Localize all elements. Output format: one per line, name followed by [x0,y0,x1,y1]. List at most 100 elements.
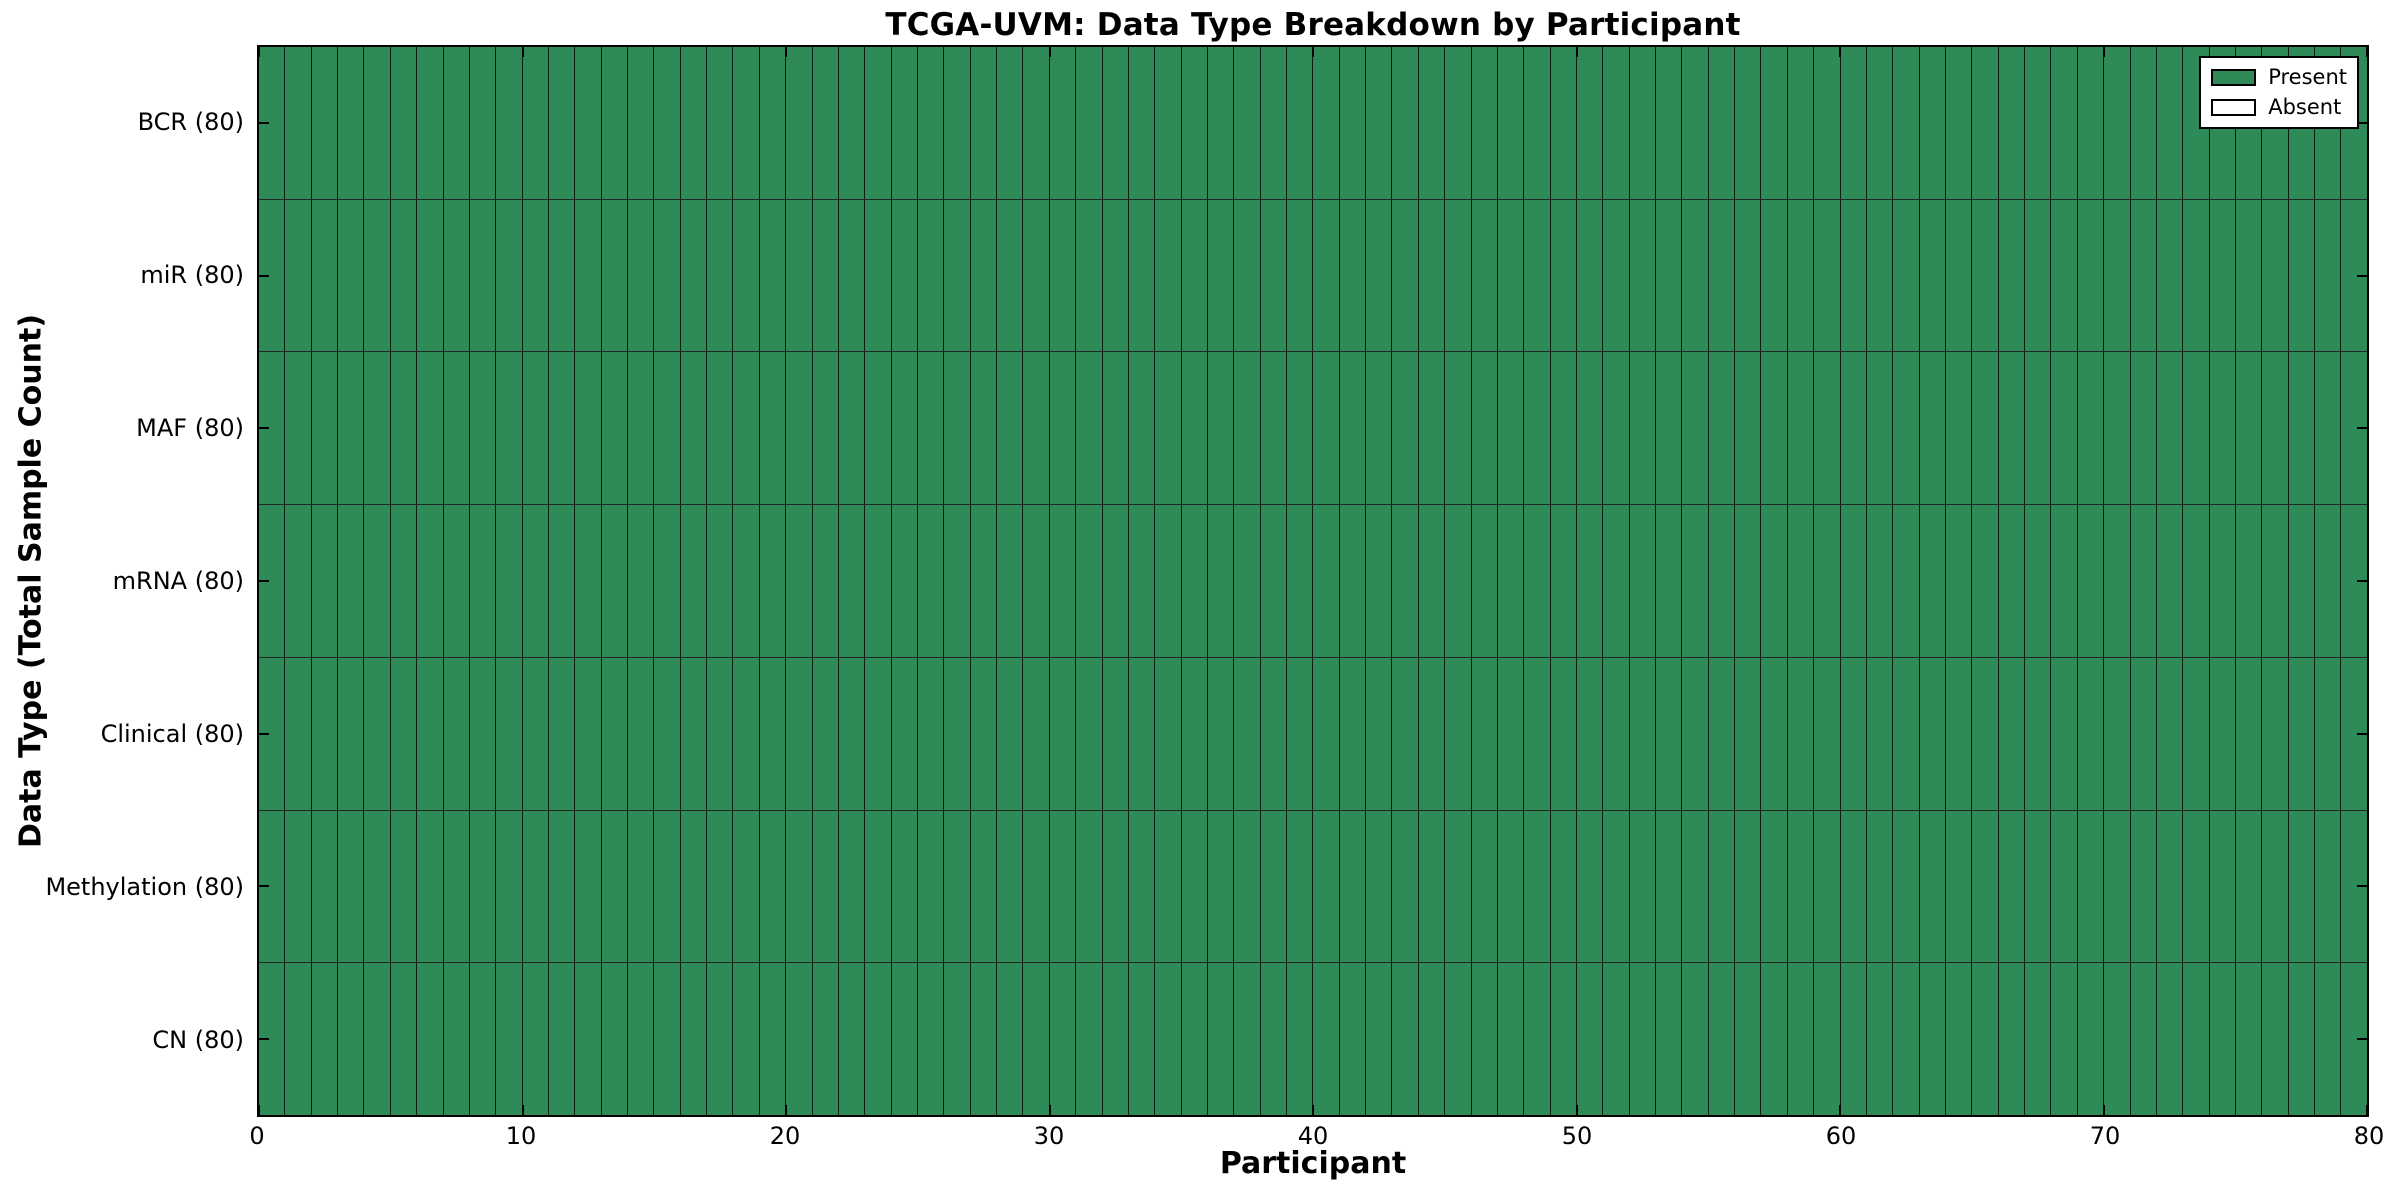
cell-present [1287,352,1314,505]
cell-present [2288,352,2316,505]
cell-present [2262,352,2289,505]
cell-present [1023,810,1050,963]
cell-present [1207,963,1235,1116]
cell-present [1497,352,1525,505]
cell-present [1471,352,1498,505]
cell-present [1708,810,1736,963]
cell-present [2315,657,2342,810]
cell-present [1814,963,1841,1116]
cell-present [496,657,523,810]
cell-present [1787,47,1815,199]
cell-present [997,47,1024,199]
cell-present [2209,963,2236,1116]
cell-present [1313,47,1340,199]
cell-present [548,810,576,963]
cell-present [1524,810,1551,963]
cell-present [469,657,497,810]
cell-present [311,47,339,199]
cell-present [970,47,998,199]
y-tick-right [2357,274,2367,277]
cell-present [680,810,708,963]
cell-present [1313,505,1340,657]
cell-present [2104,199,2131,352]
cell-present [2104,657,2131,810]
cell-present [917,47,945,199]
cell-present [2104,352,2131,505]
cell-present [1155,505,1182,657]
cell-present [891,810,918,963]
cell-present [1445,505,1472,657]
cell-present [786,657,813,810]
cell-present [1946,352,1973,505]
cell-present [1445,963,1472,1116]
cell-present [1076,810,1103,963]
cell-present [2104,810,2131,963]
cell-present [2077,505,2105,657]
cell-present [1497,963,1525,1116]
cell-present [707,352,734,505]
cell-present [1656,47,1683,199]
cell-present [1919,505,1946,657]
cell-present [417,810,444,963]
cell-present [759,963,787,1116]
cell-present [2025,47,2052,199]
legend-label-present: Present [2268,65,2347,89]
cell-present [1814,352,1841,505]
cell-present [1155,47,1182,199]
cell-present [1787,657,1815,810]
cell-present [2156,810,2184,963]
cell-present [1418,963,1446,1116]
cell-present [1128,963,1156,1116]
cell-present [1181,352,1208,505]
cell-present [1998,352,2026,505]
cell-present [1207,810,1235,963]
cell-present [1682,47,1709,199]
cell-present [469,810,497,963]
cell-present [311,963,339,1116]
cell-present [390,199,418,352]
cell-present [1260,505,1288,657]
x-axis-label: Participant [1219,1146,1407,1181]
cell-present [1893,505,1920,657]
cell-present [1128,47,1156,199]
cell-present [1972,963,1999,1116]
x-tick-label: 80 [2353,1122,2385,1150]
x-tick-top [1575,47,1578,57]
cell-present [548,352,576,505]
cell-present [285,47,312,199]
cell-present [944,505,971,657]
cell-present [1787,963,1815,1116]
cell-present [1155,199,1182,352]
cell-present [575,47,602,199]
cell-present [1339,505,1367,657]
cell-present [1445,47,1472,199]
x-tick-top [1312,47,1314,57]
cell-present [1682,657,1709,810]
cell-present [1076,199,1103,352]
x-tick-bottom [258,1105,260,1115]
cell-present [1102,657,1129,810]
cell-present [575,199,602,352]
cell-present [917,199,945,352]
cell-present [997,505,1024,657]
cell-present [364,810,391,963]
cell-present [733,810,760,963]
cell-present [1445,352,1472,505]
cell-present [1049,47,1077,199]
cell-present [1339,47,1367,199]
cell-present [469,505,497,657]
legend: Present Absent [2199,56,2359,130]
cell-present [2156,352,2184,505]
chart-title: TCGA-UVM: Data Type Breakdown by Partici… [885,7,1741,43]
cell-present [390,505,418,657]
cell-present [1576,657,1604,810]
y-tick-label-methylation: Methylation (80) [45,873,244,902]
cell-present [1471,47,1498,199]
cell-present [1128,505,1156,657]
x-tick-labels: 0 10 20 30 40 50 60 70 80 [249,1122,2384,1154]
cell-present [2077,352,2105,505]
cell-present [733,352,760,505]
cell-present [1471,657,1498,810]
cell-present [1998,963,2026,1116]
cell-present [522,47,549,199]
